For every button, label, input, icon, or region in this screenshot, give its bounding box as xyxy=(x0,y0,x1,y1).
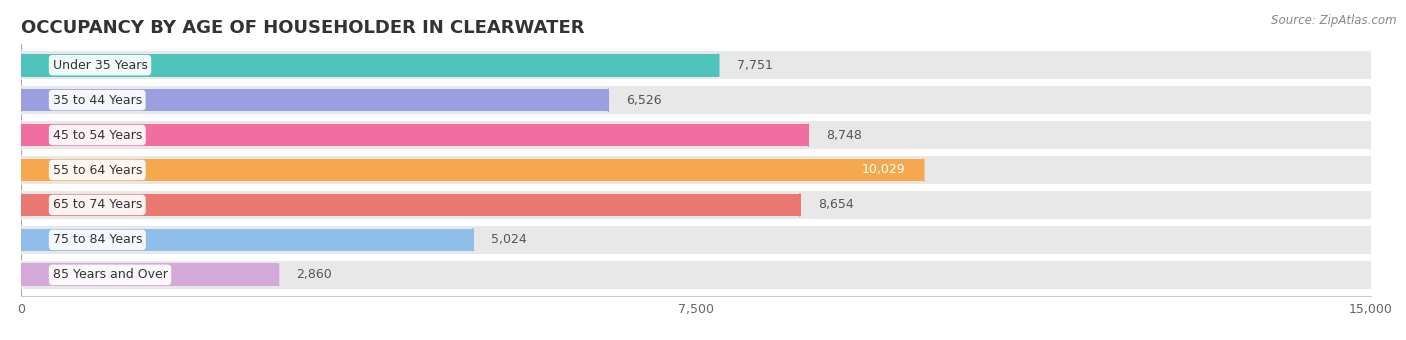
Text: OCCUPANCY BY AGE OF HOUSEHOLDER IN CLEARWATER: OCCUPANCY BY AGE OF HOUSEHOLDER IN CLEAR… xyxy=(21,19,585,37)
Text: Under 35 Years: Under 35 Years xyxy=(52,59,148,72)
Bar xyxy=(21,228,474,251)
Text: 8,654: 8,654 xyxy=(818,199,853,211)
Text: 8,748: 8,748 xyxy=(827,129,862,141)
Bar xyxy=(21,264,278,286)
Text: 65 to 74 Years: 65 to 74 Years xyxy=(52,199,142,211)
Bar xyxy=(21,54,718,76)
Text: Source: ZipAtlas.com: Source: ZipAtlas.com xyxy=(1271,14,1396,27)
Text: 55 to 64 Years: 55 to 64 Years xyxy=(52,164,142,176)
Text: 7,751: 7,751 xyxy=(737,59,772,72)
Bar xyxy=(21,51,1371,80)
Bar xyxy=(21,121,1371,149)
Bar xyxy=(21,124,808,147)
Text: 5,024: 5,024 xyxy=(491,233,527,246)
Bar xyxy=(21,193,800,216)
Bar xyxy=(21,260,1371,289)
Text: 6,526: 6,526 xyxy=(626,94,662,107)
Text: 75 to 84 Years: 75 to 84 Years xyxy=(52,233,142,246)
Bar xyxy=(21,159,924,181)
Text: 45 to 54 Years: 45 to 54 Years xyxy=(52,129,142,141)
Bar xyxy=(21,89,609,112)
Bar xyxy=(21,225,1371,254)
Bar xyxy=(21,156,1371,184)
Text: 2,860: 2,860 xyxy=(297,268,332,281)
Text: 85 Years and Over: 85 Years and Over xyxy=(52,268,167,281)
Bar xyxy=(21,191,1371,219)
Text: 35 to 44 Years: 35 to 44 Years xyxy=(52,94,142,107)
Text: 10,029: 10,029 xyxy=(862,164,905,176)
Bar xyxy=(21,86,1371,115)
